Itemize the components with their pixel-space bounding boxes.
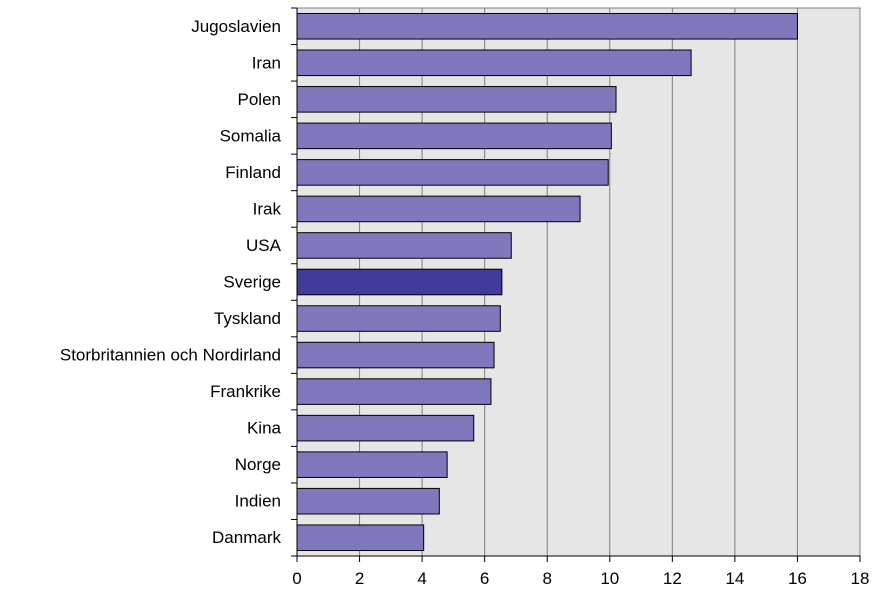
bar-storbritannien-och-nordirland [296, 341, 495, 369]
x-tick-label: 16 [788, 569, 807, 588]
category-label: Norge [235, 455, 281, 474]
category-label: Danmark [212, 528, 281, 547]
bar-iran [296, 49, 692, 77]
category-labels: Jugoslavien Iran Polen Somalia Finland Irak US… [60, 17, 282, 547]
category-label: Somalia [220, 126, 282, 145]
bar-indien [296, 487, 440, 515]
category-label: Storbritannien och Nordirland [60, 346, 281, 365]
x-tick-label: 6 [480, 569, 489, 588]
x-tick-label: 18 [851, 569, 870, 588]
bar-sverige [296, 268, 503, 296]
x-tick-label: 10 [600, 569, 619, 588]
bar-tyskland [296, 305, 501, 332]
category-label: Kina [247, 419, 282, 438]
bar-frankrike [296, 378, 492, 405]
axes [291, 7, 861, 562]
category-label: Irak [253, 199, 282, 218]
x-tick-label: 14 [725, 569, 744, 588]
category-label: Tyskland [214, 309, 281, 328]
category-label: Indien [235, 492, 281, 511]
x-tick-label: 4 [417, 569, 426, 588]
x-tick-label: 12 [663, 569, 682, 588]
x-tick-labels: 0 2 4 6 8 10 12 14 16 18 [292, 569, 869, 588]
category-label: Polen [238, 90, 281, 109]
category-label: Sverige [223, 273, 281, 292]
x-tick-label: 0 [292, 569, 301, 588]
bar-usa [296, 232, 512, 259]
category-label: Finland [225, 163, 281, 182]
category-label: USA [246, 236, 282, 255]
bar-jugoslavien [296, 12, 798, 40]
bar-finland [296, 159, 609, 186]
bar-somalia [296, 122, 612, 150]
category-label: Jugoslavien [191, 17, 281, 36]
bar-norge [296, 451, 448, 478]
x-tick-label: 8 [542, 569, 551, 588]
category-label: Frankrike [210, 382, 281, 401]
bar-kina [296, 414, 475, 442]
bar-irak [296, 195, 581, 223]
bar-polen [296, 86, 617, 113]
category-label: Iran [252, 53, 281, 72]
bar-danmark [296, 524, 425, 552]
x-tick-label: 2 [355, 569, 364, 588]
bars [296, 12, 798, 552]
